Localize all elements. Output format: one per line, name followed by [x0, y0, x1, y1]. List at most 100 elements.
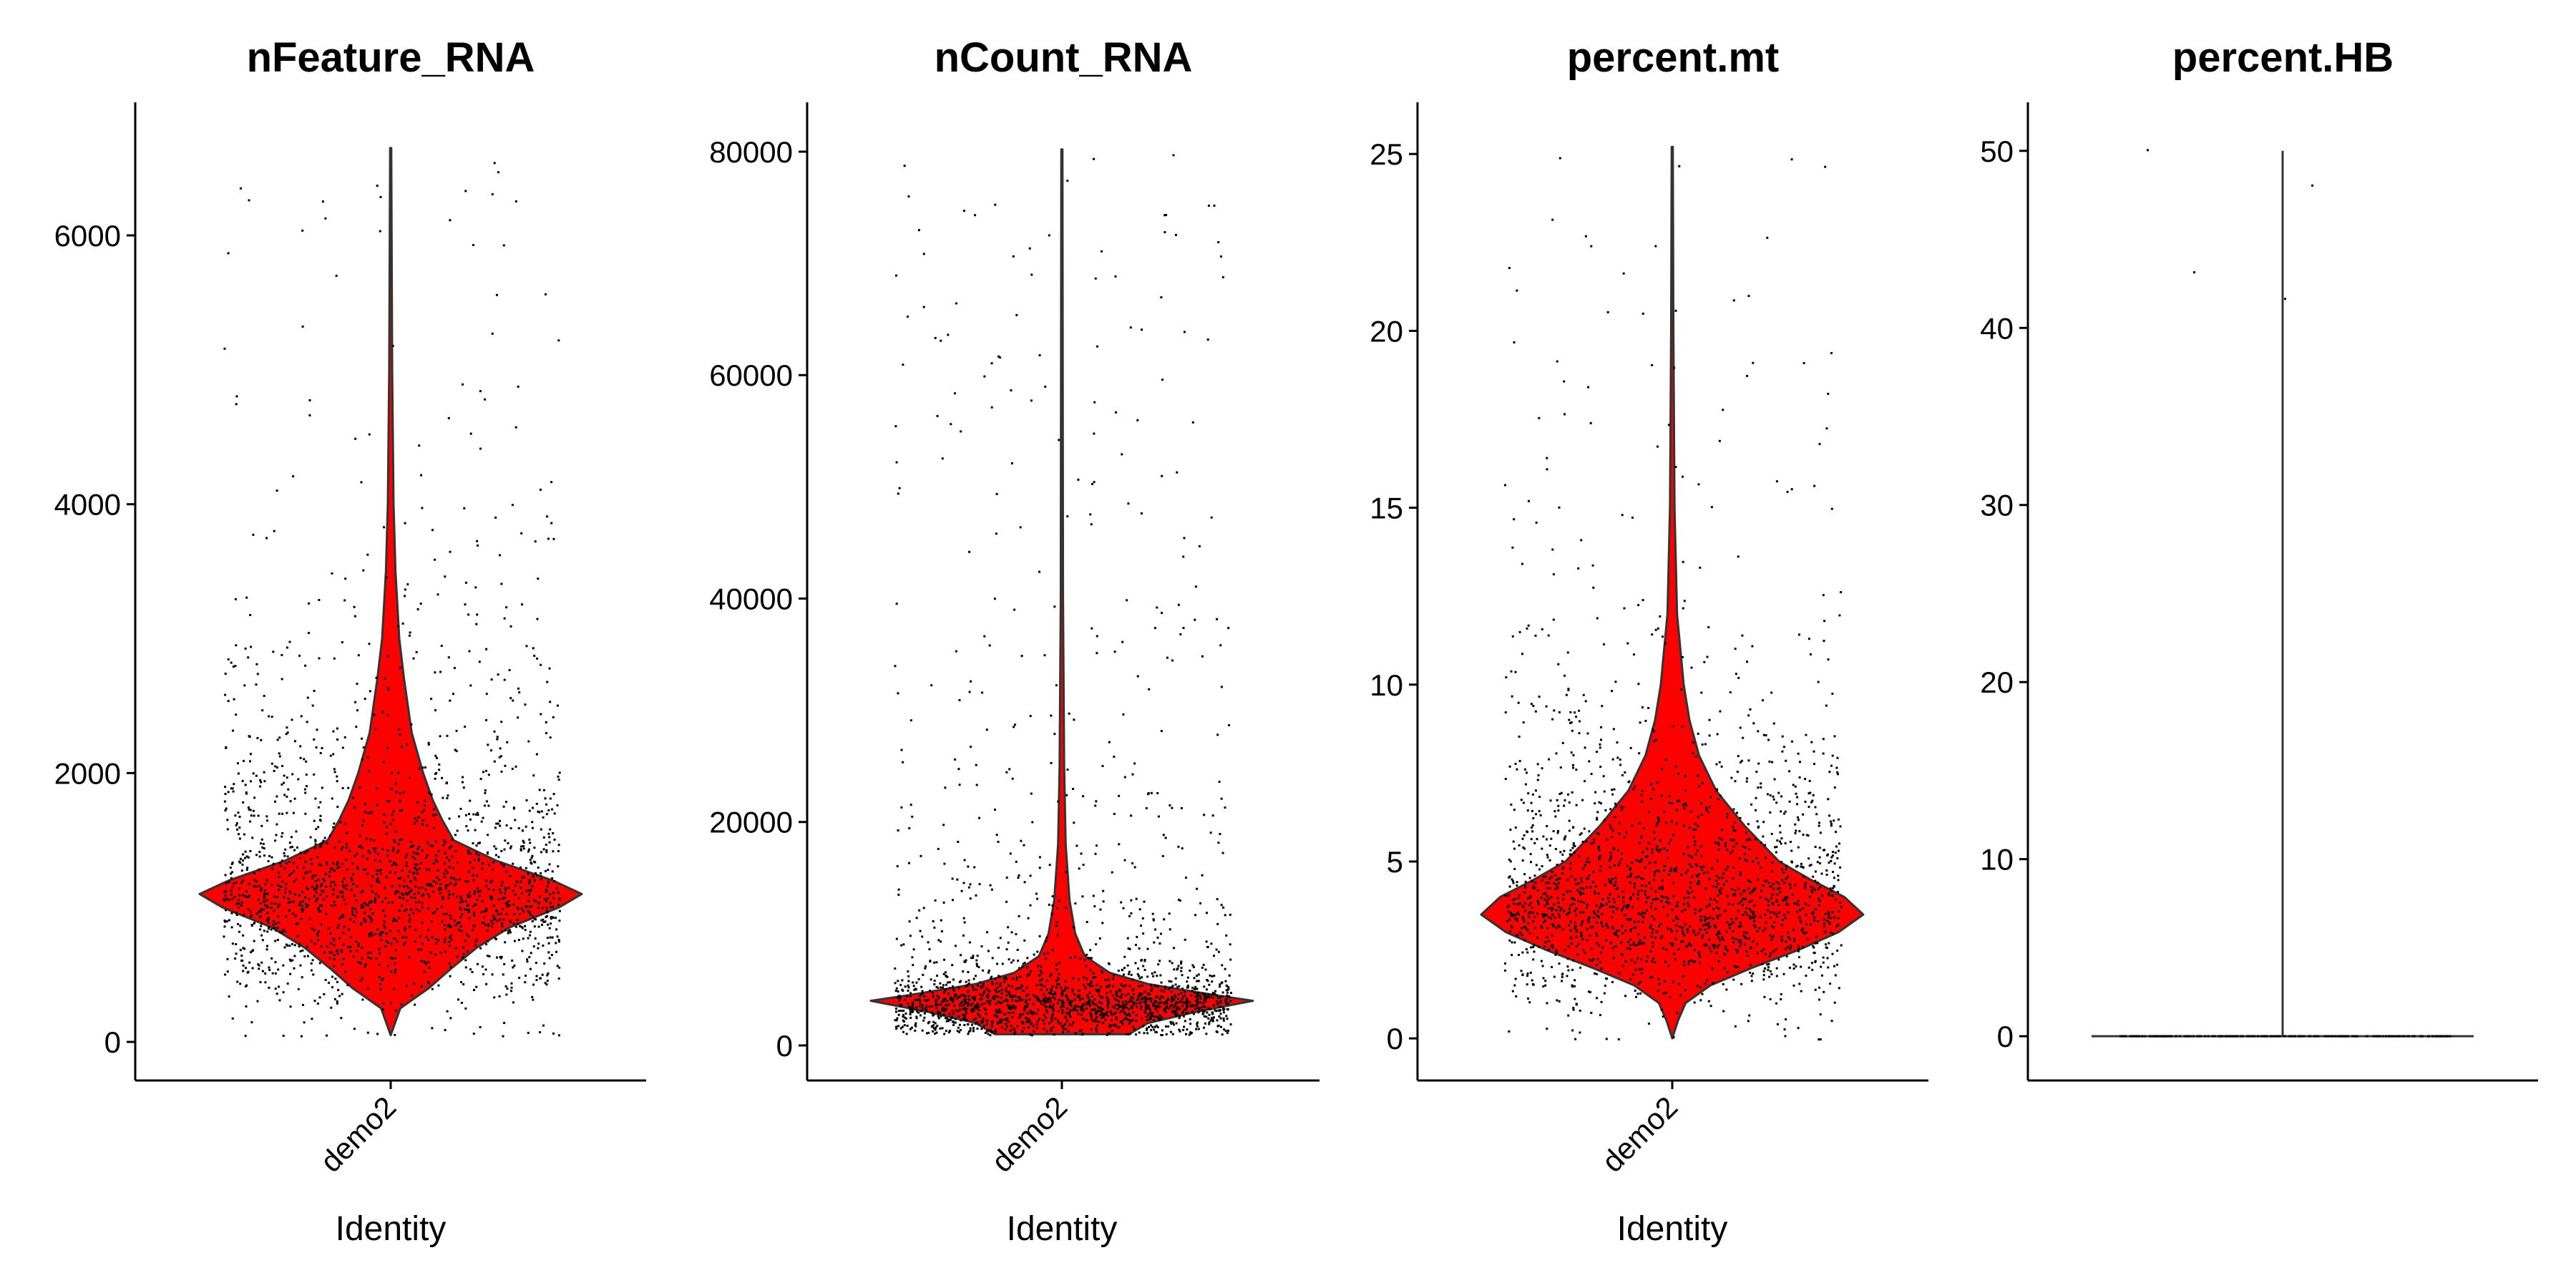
data-point: [948, 1013, 951, 1015]
data-point: [987, 1033, 990, 1035]
data-point: [1616, 741, 1619, 744]
data-point: [1115, 1018, 1118, 1020]
data-point: [1531, 979, 1533, 982]
data-point: [380, 869, 382, 872]
data-point: [248, 894, 251, 897]
y-tick-label: 5: [1387, 845, 1403, 879]
data-point: [1840, 944, 1843, 947]
data-point: [225, 920, 228, 923]
data-point: [1105, 1013, 1108, 1016]
data-point: [434, 814, 437, 816]
data-point: [1201, 655, 1204, 658]
data-point: [376, 878, 379, 881]
data-point: [1764, 857, 1767, 859]
data-point: [1074, 902, 1077, 904]
data-point: [316, 898, 318, 901]
data-point: [1194, 985, 1197, 988]
data-point: [1138, 975, 1141, 977]
data-point: [1150, 1000, 1153, 1003]
data-point: [313, 929, 316, 932]
data-point: [1518, 844, 1521, 847]
data-point: [1580, 877, 1583, 880]
data-point: [1117, 1003, 1120, 1006]
data-point: [460, 1002, 463, 1004]
data-point: [1040, 984, 1043, 987]
data-point: [1120, 901, 1123, 904]
data-point: [985, 1009, 987, 1011]
data-point: [509, 697, 512, 700]
data-point: [537, 810, 540, 813]
data-point: [1533, 927, 1536, 930]
data-point: [1043, 1014, 1045, 1017]
data-point: [1654, 837, 1656, 840]
data-point: [1694, 840, 1697, 843]
data-point: [1182, 1029, 1185, 1031]
data-point: [394, 1009, 397, 1012]
data-point: [1106, 1004, 1109, 1007]
data-point: [421, 942, 424, 945]
data-point: [1777, 958, 1780, 961]
data-point: [497, 171, 499, 174]
data-point: [524, 924, 527, 927]
data-point: [545, 293, 547, 296]
data-point: [322, 890, 325, 893]
data-point: [249, 849, 252, 852]
data-point: [509, 874, 512, 877]
data-point: [1199, 1001, 1202, 1004]
data-point: [266, 930, 269, 933]
data-point: [1805, 834, 1808, 836]
data-point: [1788, 800, 1791, 803]
data-point: [908, 1005, 910, 1008]
data-point: [932, 1030, 935, 1033]
data-point: [393, 919, 396, 922]
data-point: [1107, 998, 1110, 1001]
data-point: [1582, 693, 1585, 696]
data-point: [1636, 893, 1639, 896]
data-point: [1211, 814, 1214, 817]
data-point: [1035, 1023, 1038, 1026]
data-point: [386, 714, 389, 717]
data-point: [1785, 955, 1788, 957]
data-point: [1684, 872, 1687, 874]
data-point: [448, 893, 451, 896]
data-point: [1157, 1016, 1160, 1018]
data-point: [532, 875, 534, 878]
data-point: [1226, 1030, 1229, 1032]
data-point: [386, 746, 389, 749]
data-point: [411, 856, 414, 858]
data-point: [1209, 1019, 1212, 1022]
data-point: [532, 983, 535, 986]
data-point: [1694, 908, 1697, 911]
data-point: [986, 1000, 989, 1002]
data-point: [402, 943, 405, 946]
data-point: [288, 945, 291, 947]
data-point: [1078, 867, 1080, 870]
data-point: [1715, 886, 1717, 889]
data-point: [468, 891, 471, 894]
data-point: [1171, 1033, 1174, 1035]
data-point: [418, 867, 421, 870]
data-point: [1637, 889, 1640, 892]
data-point: [1629, 898, 1632, 900]
data-point: [1685, 804, 1687, 807]
data-point: [1021, 965, 1024, 968]
data-point: [354, 914, 357, 917]
data-point: [369, 852, 371, 854]
data-point: [1175, 1009, 1178, 1012]
data-point: [1511, 878, 1513, 881]
data-point: [1577, 942, 1580, 945]
data-point: [265, 906, 268, 909]
data-point: [968, 941, 971, 944]
data-point: [288, 640, 291, 643]
data-point: [1657, 977, 1660, 980]
data-point: [1573, 852, 1576, 854]
data-point: [1043, 998, 1046, 1001]
data-point: [505, 801, 507, 804]
data-point: [1571, 729, 1574, 732]
data-point: [1132, 988, 1135, 990]
data-point: [1113, 1013, 1116, 1015]
data-point: [908, 862, 910, 864]
data-point: [255, 854, 258, 857]
data-point: [1026, 1012, 1029, 1015]
data-point: [1167, 997, 1170, 1000]
